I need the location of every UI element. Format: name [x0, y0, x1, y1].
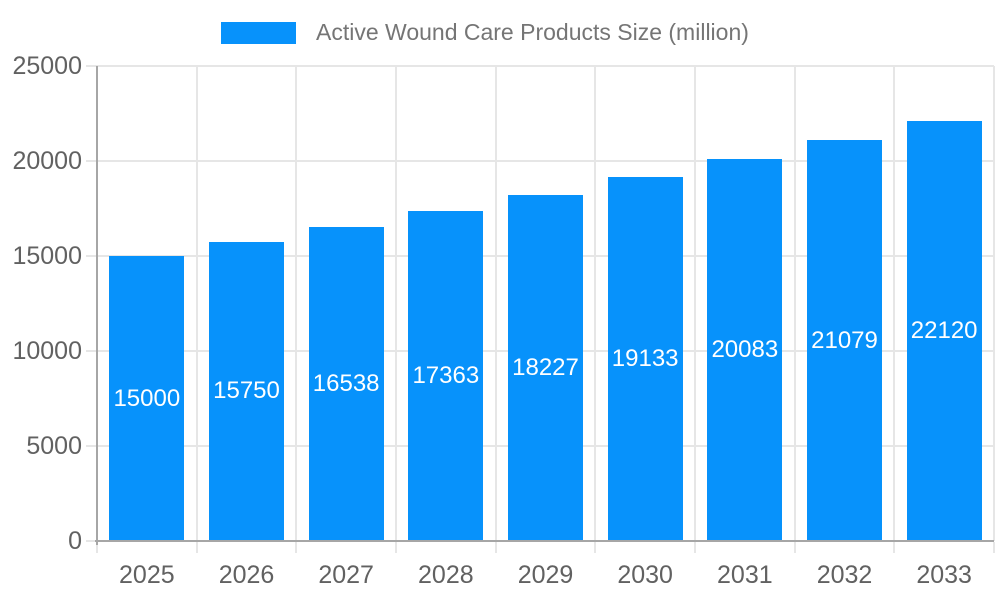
y-tick-mark — [86, 65, 97, 67]
y-tick-label: 10000 — [12, 337, 82, 365]
v-gridline — [295, 66, 298, 541]
x-tick-label: 2033 — [916, 561, 972, 589]
v-gridline — [694, 66, 696, 541]
x-tick-mark — [694, 542, 696, 553]
y-tick-mark — [86, 350, 97, 352]
x-tick-mark — [594, 542, 597, 553]
v-gridline — [594, 66, 597, 541]
bar-value-label: 21079 — [811, 326, 878, 354]
bar-2029: 18227 — [508, 194, 583, 541]
x-tick-label: 2032 — [816, 561, 873, 589]
v-gridline — [993, 66, 995, 541]
x-tick-mark — [993, 542, 995, 553]
v-gridline — [793, 66, 796, 541]
bar-2028: 17363 — [408, 211, 484, 541]
bar-value-label: 22120 — [910, 316, 978, 344]
v-gridline — [893, 66, 896, 541]
chart-legend[interactable]: Active Wound Care Products Size (million… — [221, 19, 749, 46]
y-axis-line — [96, 66, 98, 545]
x-tick-mark — [494, 542, 497, 553]
x-tick-mark — [195, 542, 198, 553]
y-tick-label: 15000 — [12, 242, 82, 270]
bar-value-label: 15750 — [213, 377, 280, 405]
bar-2031: 20083 — [707, 159, 783, 541]
x-tick-label: 2028 — [418, 561, 474, 589]
y-tick-mark — [86, 540, 97, 542]
y-tick-label: 25000 — [12, 52, 82, 80]
bar-value-label: 18227 — [512, 353, 579, 381]
x-tick-label: 2029 — [517, 561, 574, 589]
y-tick-label: 5000 — [26, 432, 82, 460]
bar-2026: 15750 — [209, 241, 284, 541]
x-tick-label: 2027 — [318, 561, 374, 589]
bar-2025: 15000 — [109, 256, 185, 541]
bar-value-label: 20083 — [711, 336, 779, 364]
legend-swatch — [221, 21, 296, 44]
x-tick-label: 2026 — [218, 561, 275, 589]
x-tick-mark — [295, 542, 298, 553]
x-tick-mark — [96, 542, 98, 553]
y-tick-label: 0 — [68, 527, 82, 555]
v-gridline — [494, 66, 497, 541]
bar-value-label: 19133 — [611, 345, 679, 373]
v-gridline — [195, 66, 198, 541]
x-tick-mark — [893, 542, 896, 553]
x-tick-label: 2025 — [119, 561, 175, 589]
bar-value-label: 15000 — [113, 384, 181, 412]
bar-2027: 16538 — [308, 226, 384, 541]
x-tick-mark — [395, 542, 397, 553]
x-tick-label: 2030 — [617, 561, 673, 589]
bar-value-label: 17363 — [412, 362, 480, 390]
y-tick-mark — [86, 160, 97, 162]
legend-label: Active Wound Care Products Size (million… — [316, 19, 749, 45]
x-tick-label: 2031 — [717, 561, 773, 589]
bar-2033: 22120 — [906, 120, 982, 541]
y-tick-mark — [86, 445, 97, 447]
v-gridline — [395, 66, 397, 541]
h-gridline — [97, 65, 994, 67]
x-tick-mark — [793, 542, 796, 553]
y-tick-label: 20000 — [12, 147, 82, 175]
x-axis-line — [95, 540, 994, 542]
bar-2032: 21079 — [807, 140, 882, 541]
h-gridline — [97, 160, 994, 162]
bar-value-label: 16538 — [312, 369, 380, 397]
y-tick-mark — [86, 255, 97, 257]
bar-2030: 19133 — [607, 177, 683, 541]
